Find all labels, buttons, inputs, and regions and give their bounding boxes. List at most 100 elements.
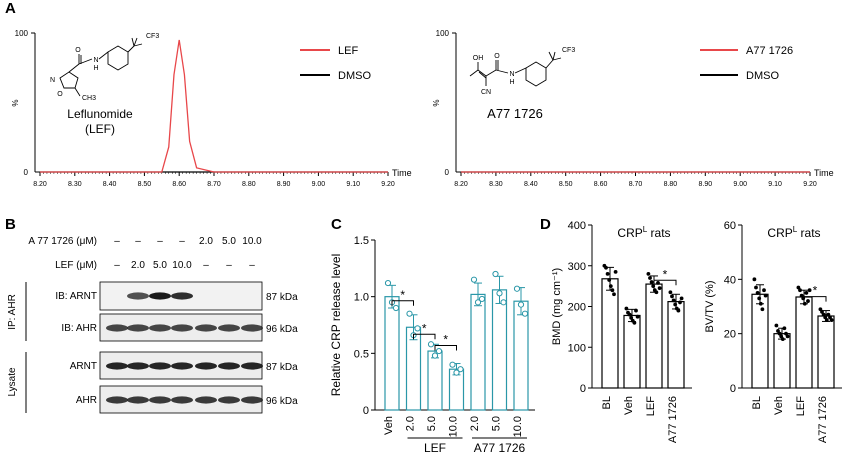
legend-label-a77: A77 1726	[746, 45, 793, 57]
data-point	[657, 286, 662, 291]
band-arnt	[241, 362, 263, 370]
data-point	[517, 301, 525, 308]
data-point	[763, 293, 768, 298]
x-tick-label: 8.70	[207, 181, 221, 188]
data-point	[804, 291, 809, 295]
y-tick-label: 200	[568, 302, 586, 314]
y-tick-label: 0	[580, 383, 586, 395]
data-point	[824, 318, 829, 322]
data-point	[784, 331, 788, 336]
bar	[667, 301, 685, 389]
band-ahr	[171, 396, 193, 404]
band-ib-ahr	[106, 324, 128, 332]
data-point	[470, 276, 478, 283]
x-ticks: 8.20 8.30 8.40 8.50 8.60 8.70 8.80 8.90 9.00 9.10…	[454, 172, 817, 188]
blot-bands	[106, 292, 263, 404]
conc-value: 5.0	[153, 260, 167, 271]
row-label-a77: A 77 1726 (μM)	[28, 236, 97, 247]
category-label: 5.0	[426, 416, 438, 431]
significance-bracket	[391, 300, 414, 306]
bar	[513, 300, 529, 411]
conc-value: 5.0	[222, 236, 236, 247]
conc-value: 10.0	[242, 236, 262, 247]
data-point	[673, 302, 678, 307]
chem-label-n: N	[509, 71, 514, 78]
category-label: 10.0	[512, 416, 524, 437]
data-point	[678, 300, 682, 305]
data-point	[754, 285, 758, 290]
data-point	[457, 366, 464, 373]
data-point	[806, 299, 810, 303]
chem-label-cf3: CF3	[562, 47, 575, 54]
y-tick-label: 20	[724, 329, 736, 341]
data-point	[654, 290, 659, 295]
bar	[751, 293, 769, 389]
band-arnt	[171, 362, 193, 370]
data-point	[478, 295, 486, 303]
conc-value: –	[135, 236, 141, 247]
band-arnt	[218, 362, 240, 370]
data-point	[610, 288, 615, 293]
band-ib-ahr	[218, 324, 240, 332]
category-label: 5.0	[491, 416, 503, 431]
data-point	[785, 334, 790, 339]
significance-star: *	[422, 321, 427, 335]
data-point	[513, 285, 521, 292]
y-tick-label-100: 100	[15, 29, 29, 38]
panel-letter-a: A	[5, 0, 16, 17]
x-tick-label: 9.00	[733, 181, 747, 188]
data-point	[799, 293, 804, 298]
y-axis-label: BMD (mg cm⁻¹)	[551, 268, 563, 345]
a77-conc-values: – – – – 2.0 5.0 10.0	[114, 236, 262, 247]
x-axis-label: Time	[814, 168, 834, 178]
category-label: BL	[601, 396, 613, 409]
data-point	[521, 310, 529, 317]
band-ib-ahr	[171, 324, 193, 332]
bar	[427, 350, 443, 411]
data-point	[829, 318, 834, 322]
y-axis-label: %	[432, 99, 441, 106]
category-label: LEF	[795, 396, 807, 416]
data-point	[604, 265, 608, 270]
data-point	[651, 284, 656, 289]
x-axis-label: Time	[392, 168, 412, 178]
panel-letter-c: C	[331, 216, 342, 233]
band-ib-arnt	[127, 292, 149, 300]
significance-star: *	[813, 284, 818, 298]
data-point	[649, 280, 654, 284]
significance-star: *	[400, 288, 405, 302]
band-ahr	[218, 396, 240, 404]
legend-label-lef: LEF	[338, 45, 358, 57]
x-tick-label: 8.80	[664, 181, 678, 188]
data-point	[627, 312, 632, 317]
x-tick-label: 8.30	[68, 181, 82, 188]
x-tick-label: 9.20	[803, 181, 817, 188]
bmd-chart: 0 100 200 300 400 BMD (mg cm⁻¹) BL Veh LEF A77 17…	[551, 220, 692, 443]
chem-label-oh: OH	[473, 55, 484, 62]
conc-value: 2.0	[131, 260, 145, 271]
bar	[817, 315, 835, 389]
conc-value: –	[157, 236, 163, 247]
blot-label-ahr: AHR	[76, 395, 97, 406]
y-axis-label: BV/TV (%)	[704, 281, 716, 333]
band-ib-arnt	[149, 292, 171, 300]
category-label: LEF	[645, 396, 657, 416]
data-point	[670, 294, 674, 299]
x-tick-label: 9.10	[346, 181, 360, 188]
chromatogram-a77: 100 0 % 8.20 8.30 8.40 8.50 8.60 8.70 8.80 8.90…	[432, 29, 834, 188]
panel-letter-b: B	[5, 216, 16, 233]
data-point	[798, 288, 802, 293]
conc-value: –	[179, 236, 185, 247]
chart-title: CRPL rats	[767, 225, 820, 240]
data-point	[671, 298, 676, 303]
data-point	[668, 290, 673, 295]
data-point	[823, 315, 828, 320]
data-point	[828, 315, 832, 320]
data-point	[431, 352, 439, 359]
conc-value: –	[114, 236, 120, 247]
data-point	[782, 326, 787, 331]
y-tick-label: 40	[724, 274, 736, 286]
data-point	[392, 304, 400, 312]
chem-label-n: N	[93, 57, 98, 64]
category-label: Veh	[623, 396, 635, 415]
